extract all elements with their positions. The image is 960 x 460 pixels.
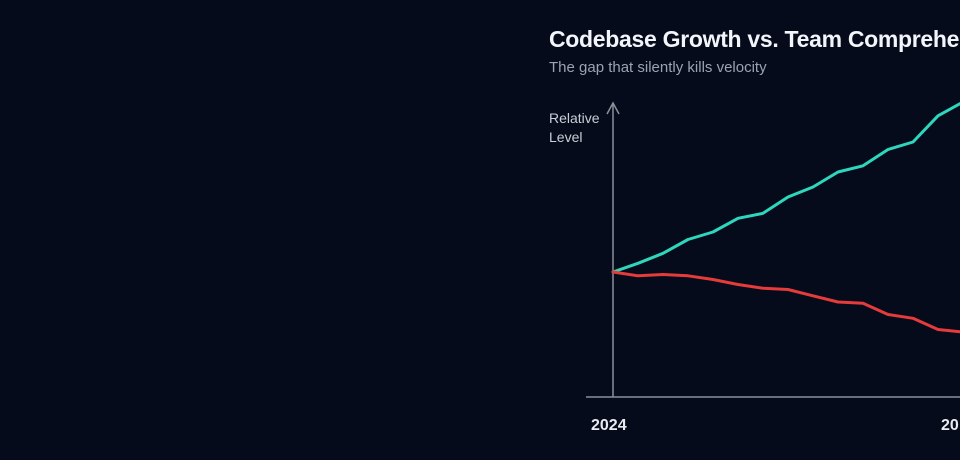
chart-title: Codebase Growth vs. Team Comprehension	[549, 26, 960, 52]
series-line-0	[611, 101, 960, 274]
y-axis-arrowhead	[606, 101, 620, 115]
series-line-1	[611, 270, 960, 334]
chart-subtitle: The gap that silently kills velocity	[549, 59, 767, 76]
x-tick-label-0: 2024	[591, 417, 627, 434]
y-axis-label: Relative Level	[549, 110, 600, 145]
x-tick-label-1: 20	[941, 417, 959, 434]
